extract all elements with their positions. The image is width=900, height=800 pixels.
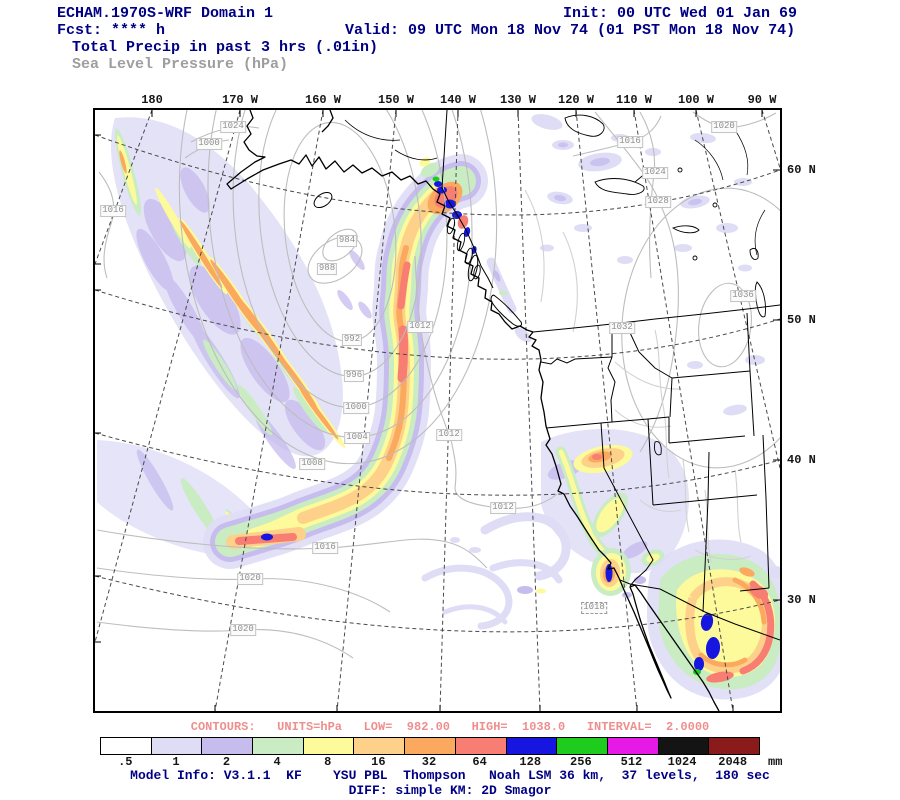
lakes: [564, 114, 766, 456]
isobars: [96, 110, 780, 659]
colorbar-tick-label: 512: [620, 755, 643, 769]
colorbar-tick-label: 1024: [667, 755, 697, 769]
lon-label: 180: [141, 93, 163, 107]
contour-info-line: CONTOURS: UNITS=hPa LOW= 982.00 HIGH= 10…: [190, 720, 710, 734]
colorbar-swatch: [101, 738, 152, 754]
colorbar-swatch: [354, 738, 406, 754]
lat-label: 30 N: [787, 593, 816, 607]
field-title: Total Precip in past 3 hrs (.01in): [72, 39, 379, 56]
colorbar-tick-label: 16: [371, 755, 386, 769]
lat-label: 40 N: [787, 453, 816, 467]
colorbar-swatch: [709, 738, 759, 754]
colorbar-swatch: [253, 738, 304, 754]
lon-label: 140 W: [439, 93, 477, 107]
model-info-line: Model Info: V3.1.1 KF YSU PBL Thompson N…: [130, 768, 770, 783]
colorbar-swatch: [658, 738, 710, 754]
colorbar-swatch: [455, 738, 507, 754]
lon-label: 110 W: [615, 93, 653, 107]
colorbar-swatch: [405, 738, 456, 754]
colorbar-swatch: [607, 738, 659, 754]
colorbar-tick-label: 64: [472, 755, 487, 769]
longitude-axis: 180 170 W 160 W 150 W 140 W 130 W 120 W 110 W 10…: [95, 93, 795, 108]
colorbar-swatch: [151, 738, 203, 754]
political-borders: [441, 110, 780, 641]
lon-label: 90 W: [747, 93, 777, 107]
lon-label: 100 W: [677, 93, 715, 107]
axis-ticks: [151, 110, 780, 601]
colorbar-swatch: [303, 738, 355, 754]
init-time: Init: 00 UTC Wed 01 Jan 69: [563, 5, 798, 22]
coastlines: [226, 110, 720, 711]
colorbar-tick-label: 256: [570, 755, 592, 769]
colorbar-swatch: [202, 738, 254, 754]
colorbar-tick-label: 1: [172, 755, 180, 769]
lat-label: 50 N: [787, 313, 816, 327]
edge-ticks: [95, 134, 734, 711]
colorbar-tick-label: 2048: [718, 755, 748, 769]
diffusion-info-line: DIFF: simple KM: 2D Smagor: [348, 783, 552, 798]
colorbar-swatch: [557, 738, 608, 754]
colorbar-tick-label: 4: [273, 755, 281, 769]
colorbar-tick-label: .5: [118, 755, 133, 769]
graticule: [95, 110, 780, 711]
colorbar-unit: mm: [768, 755, 783, 769]
model-title: ECHAM.1970S-WRF Domain 1: [57, 5, 274, 22]
colorbar-tick-label: 8: [324, 755, 332, 769]
field-subtitle: Sea Level Pressure (hPa): [72, 56, 289, 73]
map-canvas: [95, 110, 780, 711]
lon-label: 130 W: [499, 93, 537, 107]
lon-label: 150 W: [377, 93, 415, 107]
forecast-hour: Fcst: **** h: [57, 22, 166, 39]
colorbar-swatch: [506, 738, 558, 754]
valid-time: Valid: 09 UTC Mon 18 Nov 74 (01 PST Mon …: [345, 22, 796, 39]
latitude-axis: 60 N 50 N 40 N 30 N: [787, 110, 837, 711]
map-frame: 1024 1000 1016 984 988 992 996 1000 1004 1008 1012…: [93, 108, 782, 713]
lon-label: 160 W: [304, 93, 342, 107]
precip-colorbar: [100, 737, 760, 755]
colorbar-tick-label: 2: [222, 755, 231, 769]
colorbar-tick-label: 32: [421, 755, 437, 769]
colorbar-tick-label: 128: [519, 755, 542, 769]
lon-label: 120 W: [557, 93, 595, 107]
lat-label: 60 N: [787, 163, 816, 177]
colorbar-labels: mm .5 1 2 4 8 16 32 64 128 256 512 1024 2048: [100, 755, 820, 769]
lon-label: 170 W: [221, 93, 259, 107]
